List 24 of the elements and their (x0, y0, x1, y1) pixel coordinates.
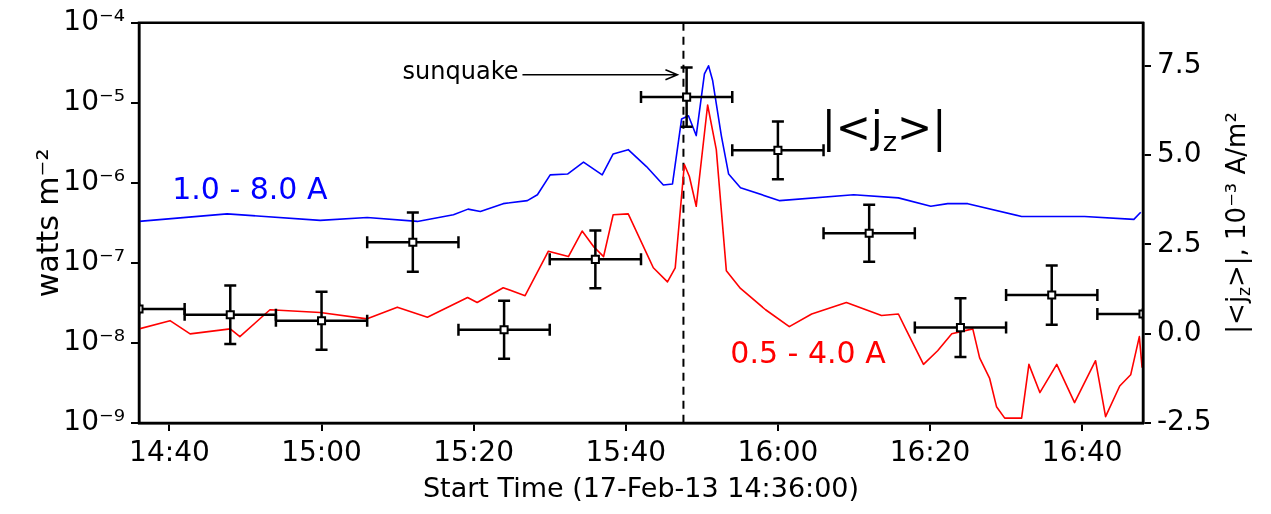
y2-tick-label: 5.0 (1157, 136, 1202, 170)
y2-tick-label: -2.5 (1157, 404, 1212, 438)
y2-tick-label: 2.5 (1157, 225, 1202, 259)
y-axis-title: watts m⁻² (29, 148, 65, 298)
y-tick-label: 10⁻⁵ (63, 84, 125, 118)
x-tick-label: 16:40 (1041, 435, 1123, 469)
x-tick-label: 16:00 (737, 435, 819, 469)
series-label: 1.0 - 8.0 A (172, 170, 328, 206)
y2-axis-title: |<jz>|, 10⁻³ A/m² (1220, 112, 1255, 334)
y-tick-label: 10⁻⁴ (63, 4, 125, 38)
ref-line-label: sunquake (402, 57, 519, 86)
y2-tick-label: 0.0 (1157, 314, 1202, 348)
y2-tick-label: 7.5 (1157, 46, 1202, 80)
y-tick-label: 10⁻⁶ (63, 164, 125, 198)
x-tick-label: 15:20 (433, 435, 514, 469)
series-label: 0.5 - 4.0 A (730, 334, 887, 370)
y-tick-label: 10⁻⁸ (63, 324, 125, 358)
x-tick-label: 15:00 (281, 435, 362, 469)
x-tick-label: 15:40 (585, 435, 667, 469)
x-tick-label: 14:40 (129, 435, 210, 469)
y-tick-label: 10⁻⁷ (63, 244, 125, 278)
x-axis-title: Start Time (17-Feb-13 14:36:00) (422, 472, 860, 504)
y-tick-label: 10⁻⁹ (63, 404, 125, 438)
x-tick-label: 16:20 (889, 435, 971, 469)
